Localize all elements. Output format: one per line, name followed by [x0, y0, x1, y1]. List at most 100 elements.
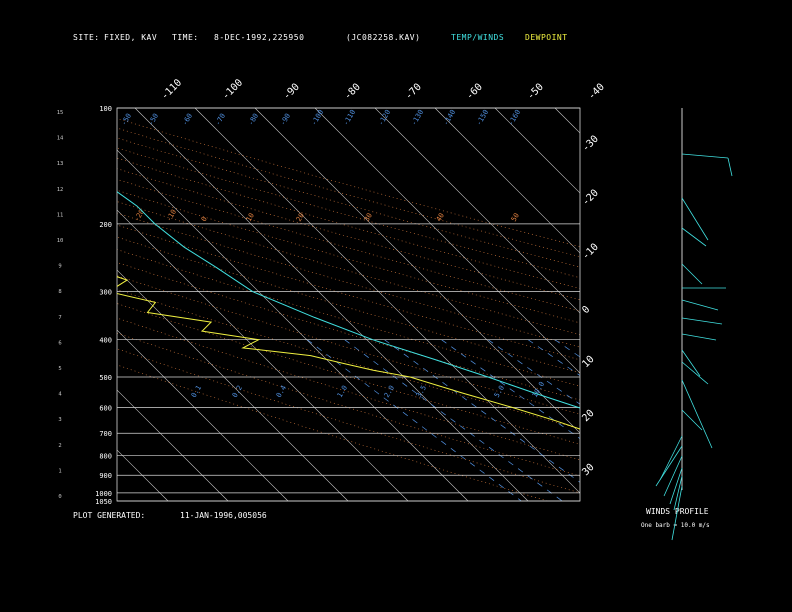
pressure-tick-label: 100 — [99, 105, 112, 113]
isotherm-line — [254, 108, 580, 434]
height-tick-label: 1 — [58, 468, 61, 474]
chart-frame — [116, 107, 581, 502]
isotherm-line — [117, 149, 469, 501]
winds-profile-panel — [655, 108, 733, 541]
wind-barb — [681, 263, 703, 285]
isotherm-line — [554, 108, 580, 134]
pressure-tick-label: 400 — [99, 337, 112, 345]
mixing-ratio-label: 5.0 — [493, 384, 506, 399]
height-tick-label: 4 — [58, 392, 62, 398]
dry-adiabat-line — [117, 262, 580, 401]
top-temp-tick-label: -60 — [464, 82, 485, 103]
isotherm-line — [117, 269, 349, 501]
height-tick-label: 3 — [58, 417, 61, 423]
dry-adiabat-line — [117, 179, 580, 312]
plot-border — [116, 107, 581, 502]
header-time-label: TIME: — [172, 33, 199, 42]
height-tick-label: 0 — [58, 494, 61, 500]
dry-adiabat-line — [117, 189, 580, 324]
right-temp-tick-label: 30 — [580, 462, 596, 478]
wind-barb — [655, 445, 683, 487]
wind-barb — [681, 361, 709, 385]
legend-dewpoint: DEWPOINT — [525, 33, 568, 42]
legend-temp-winds: TEMP/WINDS — [451, 33, 505, 42]
isotherm-line — [615, 108, 792, 501]
isotherm-line — [494, 108, 580, 194]
adiabat-mid-label: -20 — [133, 208, 146, 223]
pressure-tick-label: 600 — [99, 404, 112, 412]
footer-generated-value: 11-JAN-1996,005056 — [180, 511, 267, 520]
top-temp-tick-label: -110 — [159, 77, 184, 102]
adiabat-top-label: -130 — [410, 108, 425, 127]
wind-barb — [681, 349, 701, 377]
mixing-ratio-label: 3.5 — [415, 384, 428, 399]
dry-adiabat-line — [117, 147, 580, 279]
adiabat-top-label: -140 — [442, 108, 457, 127]
wind-barb — [681, 227, 707, 247]
wind-barb — [681, 317, 723, 325]
dry-adiabat-line — [117, 289, 580, 430]
right-temp-tick-label: -20 — [580, 188, 601, 209]
height-tick-label: 2 — [58, 443, 61, 449]
dry-adiabat-line — [117, 317, 580, 461]
isotherm-line — [117, 449, 169, 501]
dry-adiabat-line — [117, 275, 580, 415]
adiabat-top-label: -120 — [377, 108, 392, 127]
dry-adiabat-line — [117, 224, 580, 361]
isotherm-line — [134, 108, 529, 501]
dry-adiabat-line — [117, 249, 580, 387]
dry-adiabat-line — [117, 118, 580, 247]
dry-adiabat-line — [117, 236, 580, 374]
pressure-tick-label: 200 — [99, 221, 112, 229]
wind-barb — [681, 333, 717, 341]
height-tick-label: 7 — [58, 315, 61, 321]
height-tick-label: 10 — [57, 238, 64, 244]
adiabat-top-label: -160 — [507, 108, 522, 127]
pressure-tick-label: 500 — [99, 374, 112, 382]
winds-scale-note: One barb = 10.0 m/s — [641, 522, 710, 529]
adiabat-mid-label: 40 — [435, 212, 446, 223]
wind-barb — [681, 379, 713, 449]
mixing-ratio-label: 0.1 — [190, 384, 203, 399]
height-tick-label: 8 — [58, 289, 61, 295]
wind-barb — [681, 299, 719, 311]
mixing-ratio-line — [307, 339, 522, 501]
wind-barb — [671, 485, 683, 541]
adiabat-top-label: -150 — [475, 108, 490, 127]
height-tick-label: 15 — [57, 110, 64, 116]
top-temp-tick-label: -90 — [281, 82, 302, 103]
right-temp-tick-label: 0 — [580, 304, 592, 316]
dry-adiabat-line — [117, 212, 580, 348]
dry-adiabat-line — [117, 127, 580, 258]
right-temp-tick-label: 10 — [580, 354, 596, 370]
isotherm-line — [117, 209, 409, 501]
wind-barb — [681, 409, 703, 431]
right-temp-tick-label: -10 — [580, 242, 601, 263]
dry-adiabat-line — [117, 201, 580, 336]
adiabat-top-label: -50 — [147, 112, 160, 127]
height-tick-label: 14 — [57, 136, 64, 142]
wind-barb — [663, 455, 683, 497]
chart-grid — [117, 108, 792, 501]
mixing-ratio-label: 1.0 — [336, 384, 349, 399]
pressure-tick-label: 1000 — [95, 490, 112, 498]
dry-adiabat-line — [117, 157, 580, 289]
adiabat-mid-label: 20 — [295, 212, 306, 223]
mixing-ratio-line — [384, 339, 580, 483]
chart-series — [117, 191, 580, 430]
height-tick-label: 5 — [58, 366, 61, 372]
adiabat-top-label: -70 — [214, 112, 227, 127]
wind-barb — [673, 475, 683, 511]
adiabat-top-label: -100 — [310, 108, 325, 127]
header-site-value: FIXED, KAV — [104, 33, 158, 42]
dry-adiabat-line — [117, 137, 580, 268]
adiabat-top-label: -80 — [247, 112, 260, 127]
wind-barb — [727, 157, 733, 177]
wind-barb — [659, 435, 683, 481]
dry-adiabat-line — [117, 168, 580, 301]
pressure-tick-label: 900 — [99, 472, 112, 480]
footer-generated-label: PLOT GENERATED: — [73, 511, 146, 520]
pressure-tick-label: 300 — [99, 289, 112, 297]
height-tick-label: 11 — [57, 212, 64, 218]
